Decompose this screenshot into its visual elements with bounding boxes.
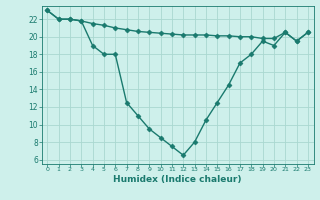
X-axis label: Humidex (Indice chaleur): Humidex (Indice chaleur) <box>113 175 242 184</box>
